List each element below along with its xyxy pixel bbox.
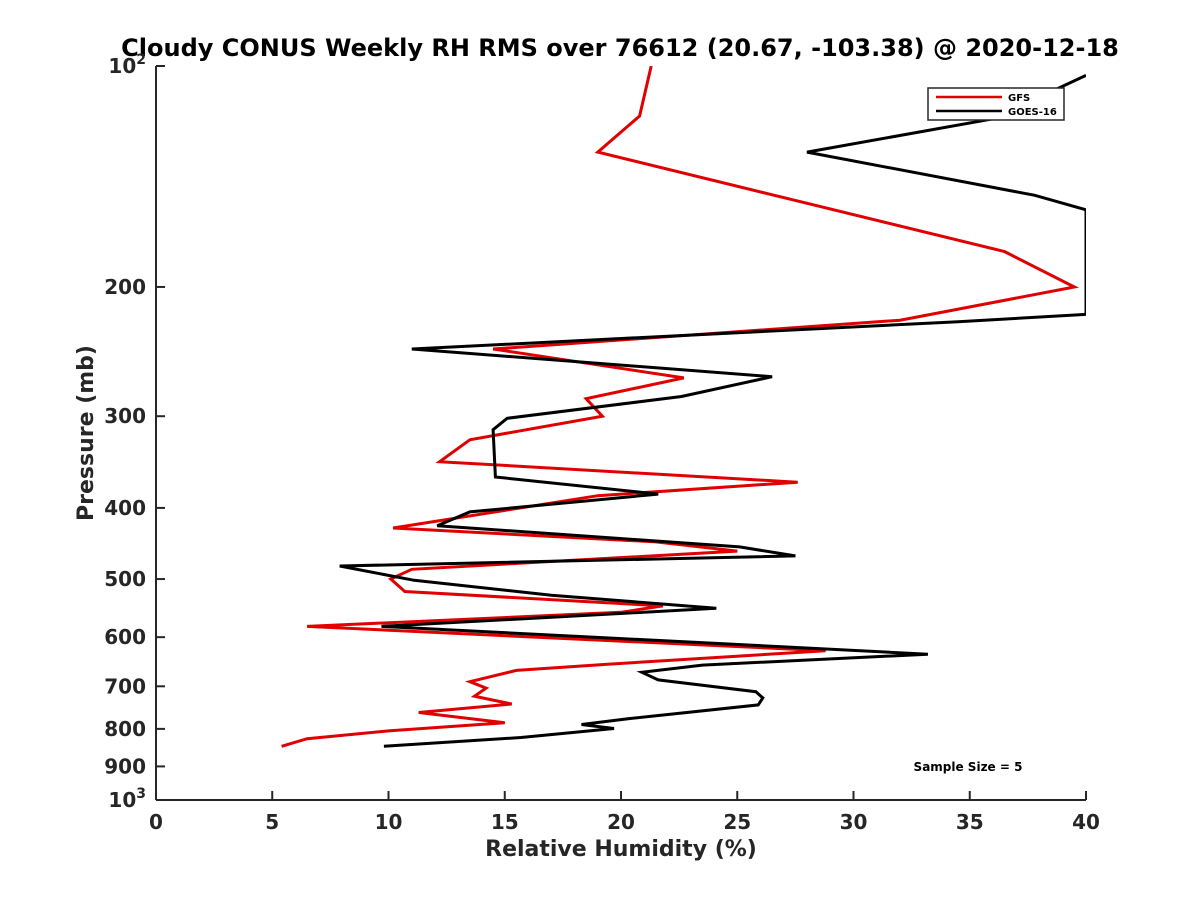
x-axis-label: Relative Humidity (%) — [485, 837, 757, 862]
series-line-gfs — [281, 66, 1080, 748]
y-tick-label: 500 — [104, 567, 146, 591]
series-layer — [281, 66, 1086, 748]
y-tick-label: 600 — [104, 625, 146, 649]
y-tick-label: 102 — [108, 52, 146, 78]
chart-title: Cloudy CONUS Weekly RH RMS over 76612 (2… — [121, 34, 1119, 62]
x-tick-label: 40 — [1072, 810, 1100, 834]
y-tick-label: 800 — [104, 717, 146, 741]
x-tick-label: 10 — [375, 810, 403, 834]
x-tick-label: 15 — [491, 810, 519, 834]
x-tick-label: 5 — [265, 810, 279, 834]
x-tick-label: 0 — [149, 810, 163, 834]
y-tick-label: 103 — [108, 786, 146, 812]
y-tick-label: 700 — [104, 674, 146, 698]
y-tick-label: 300 — [104, 404, 146, 428]
y-tick-label: 900 — [104, 754, 146, 778]
x-tick-label: 20 — [607, 810, 635, 834]
series-line-goes16 — [339, 74, 1086, 748]
y-tick-label: 400 — [104, 496, 146, 520]
x-tick-label: 30 — [840, 810, 868, 834]
legend-label-goes16: GOES-16 — [1008, 107, 1057, 118]
legend-box — [927, 87, 1065, 121]
legend: GFS GOES-16 — [927, 87, 1065, 121]
ticks-layer: 0 5 10 15 20 25 30 35 40 102 200 300 400 500 600 700 800… — [104, 52, 1100, 834]
legend-label-gfs: GFS — [1008, 93, 1030, 104]
sample-size-annotation: Sample Size = 5 — [914, 760, 1023, 774]
x-tick-label: 35 — [956, 810, 984, 834]
y-axis-label: Pressure (mb) — [74, 345, 99, 521]
axes-layer — [155, 66, 1086, 801]
y-tick-label: 200 — [104, 275, 146, 299]
x-tick-label: 25 — [723, 810, 751, 834]
